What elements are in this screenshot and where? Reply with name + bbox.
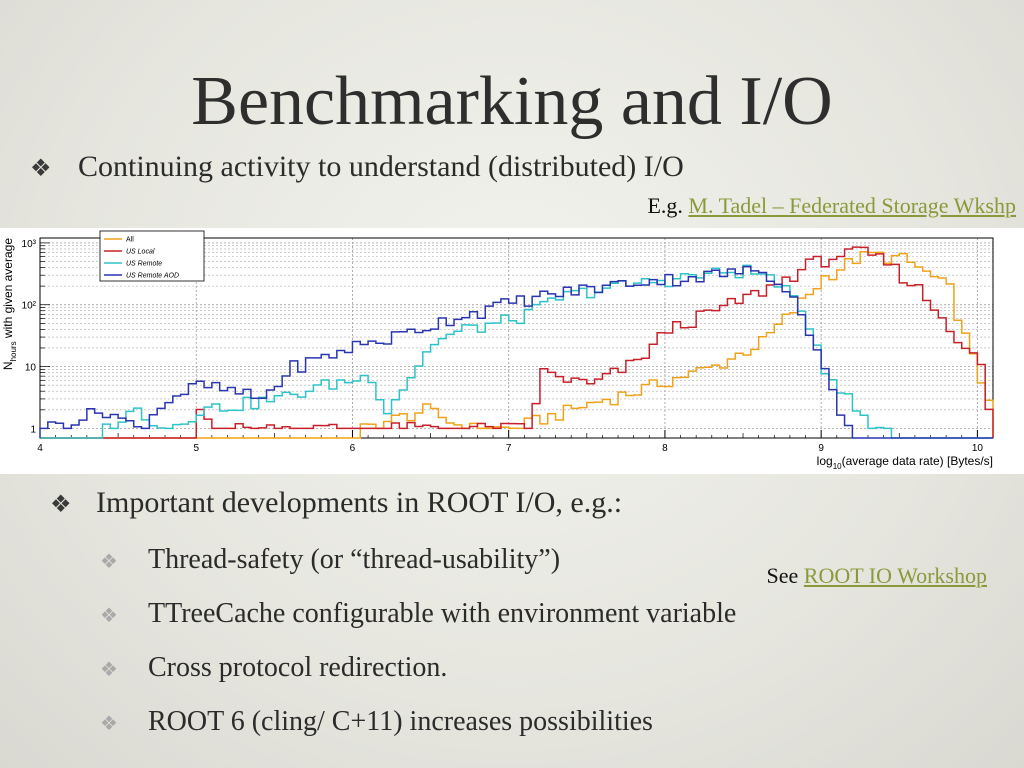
chart-series <box>39 246 994 439</box>
x-label-rest: (average data rate) [Bytes/s] <box>842 454 993 468</box>
four-petal-diamond-icon: ❖ <box>100 605 118 627</box>
series-line-us-remote <box>40 264 993 439</box>
four-petal-diamond-icon: ❖ <box>30 156 52 182</box>
bullet-continuing: ❖ Continuing activity to understand (dis… <box>30 150 684 184</box>
x-tick-label: 10 <box>972 443 984 454</box>
four-petal-diamond-icon: ❖ <box>100 659 118 681</box>
bullet-text: Continuing activity to understand (distr… <box>78 150 684 183</box>
y-axis-label: Nhours with given average <box>1 238 18 370</box>
legend-label: US Local <box>126 249 155 256</box>
sub-bullet-text: ROOT 6 (cling/ C+11) increases possibili… <box>148 706 653 737</box>
sub-bullet-thread-safety: ❖ Thread-safety (or “thread-usability”) <box>100 544 560 576</box>
see-reference: See ROOT IO Workshop <box>767 563 987 589</box>
chart-legend: All US Local US Remote US Remote AOD <box>99 230 205 282</box>
y-label-main: N <box>1 361 15 370</box>
x-label-sub: 10 <box>833 462 842 471</box>
y-tick-label: 10² <box>22 301 37 312</box>
sub-bullet-redirection: ❖ Cross protocol redirection. <box>100 652 447 684</box>
x-label-main: log <box>817 454 833 468</box>
x-tick-label: 9 <box>818 443 824 454</box>
see-prefix: See <box>766 563 804 588</box>
slide-title: Benchmarking and I/O <box>191 63 833 140</box>
legend-label: All <box>126 237 134 244</box>
x-axis-label: log10(average data rate) [Bytes/s] <box>817 454 993 471</box>
sub-bullet-root6: ❖ ROOT 6 (cling/ C+11) increases possibi… <box>100 706 653 738</box>
sub-bullet-text: TTreeCache configurable with environment… <box>148 598 737 629</box>
x-tick-label: 6 <box>350 443 356 454</box>
sub-bullet-text: Cross protocol redirection. <box>148 652 448 683</box>
sub-bullet-text: Thread-safety (or “thread-usability”) <box>148 544 561 575</box>
series-line-us-local <box>40 246 994 439</box>
x-tick-label: 8 <box>662 443 668 454</box>
histogram-svg: 4 5 6 7 8 9 10 1 10 10² 10³ All US Local US Remote US… <box>1 230 994 471</box>
bullet-important: ❖ Important developments in ROOT I/O, e.… <box>50 486 622 520</box>
y-tick-label: 10 <box>25 363 37 374</box>
axis-ticks: 4 5 6 7 8 9 10 1 10 10² 10³ <box>22 239 994 454</box>
four-petal-diamond-icon: ❖ <box>100 713 118 735</box>
y-tick-label: 10³ <box>22 239 37 250</box>
sub-bullet-ttreecache: ❖ TTreeCache configurable with environme… <box>100 598 736 630</box>
chart-grid <box>39 238 993 438</box>
example-prefix: E.g. <box>647 193 689 218</box>
four-petal-diamond-icon: ❖ <box>100 551 118 573</box>
y-label-rest: with given average <box>1 238 15 342</box>
x-tick-label: 4 <box>37 443 43 454</box>
x-tick-label: 5 <box>193 443 199 454</box>
x-tick-label: 7 <box>506 443 512 454</box>
root-io-workshop-link[interactable]: ROOT IO Workshop <box>803 563 987 588</box>
bullet-text: Important developments in ROOT I/O, e.g.… <box>96 486 623 519</box>
y-tick-label: 1 <box>30 424 36 435</box>
y-label-sub: hours <box>9 341 18 361</box>
four-petal-diamond-icon: ❖ <box>50 492 72 518</box>
histogram-chart: 4 5 6 7 8 9 10 1 10 10² 10³ All US Local US Remote US… <box>0 228 1024 474</box>
series-line-all <box>40 250 994 439</box>
plot-frame <box>39 237 994 439</box>
legend-label: US Remote AOD <box>126 273 179 280</box>
example-reference: E.g. M. Tadel – Federated Storage Wkshp <box>647 193 1016 219</box>
tadel-workshop-link[interactable]: M. Tadel – Federated Storage Wkshp <box>688 193 1016 218</box>
series-line-us-remote-aod <box>39 265 993 439</box>
legend-label: US Remote <box>126 261 162 268</box>
